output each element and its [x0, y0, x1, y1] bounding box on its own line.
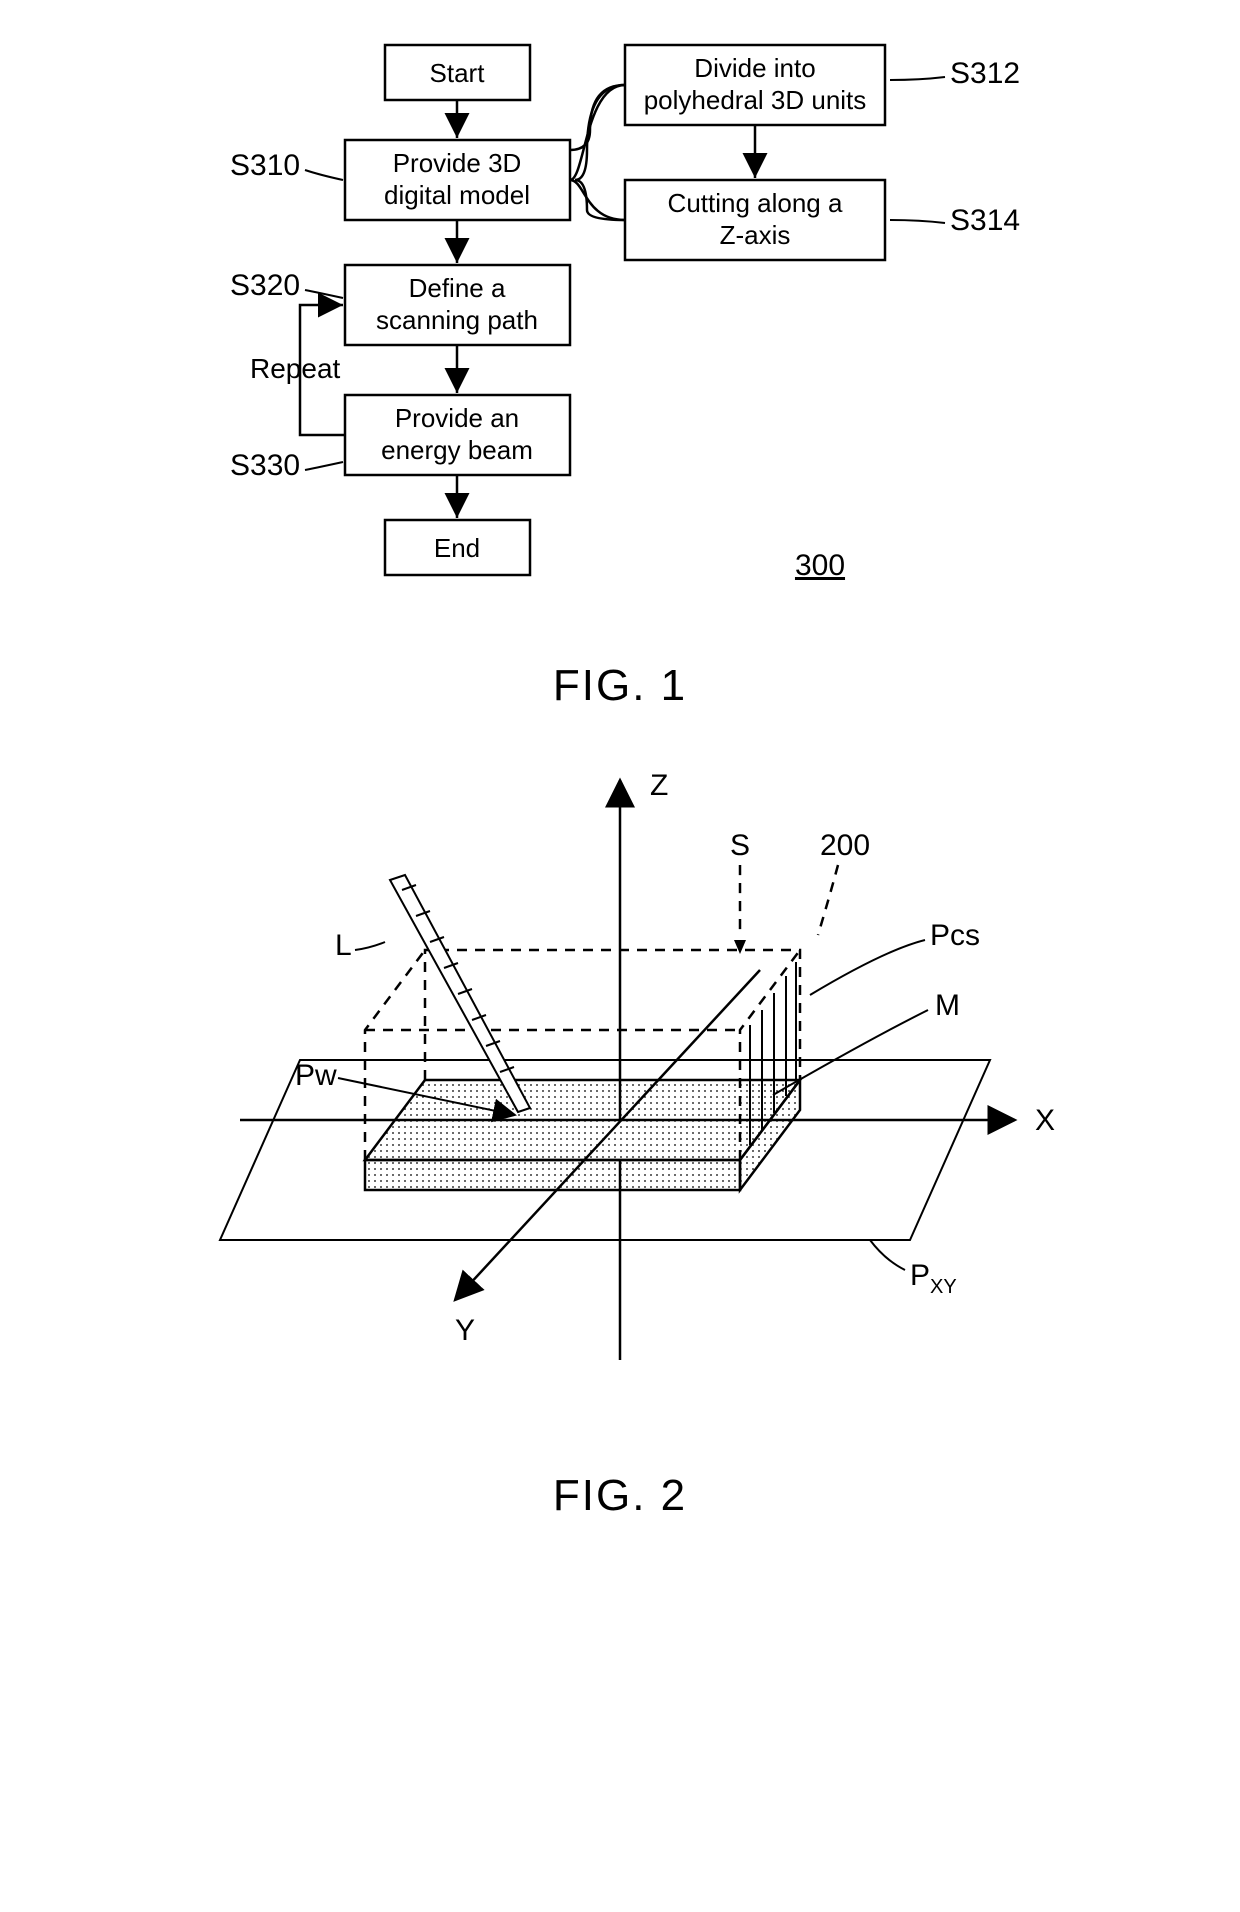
box-s314: Cutting along a Z-axis	[625, 180, 885, 260]
label-Pxy: PXY	[910, 1259, 957, 1298]
label-s310: S310	[230, 149, 300, 182]
repeat-label: Repeat	[250, 353, 341, 384]
box-s330: Provide an energy beam	[345, 395, 570, 475]
fig1-caption: FIG. 1	[553, 661, 687, 710]
z-label: Z	[650, 769, 668, 802]
slab-top	[365, 1080, 800, 1160]
brace-upper	[575, 85, 625, 180]
leader-s310	[305, 170, 343, 180]
leader-s320	[305, 290, 343, 298]
box-s312-line1: Divide into	[694, 53, 815, 83]
box-s310-line1: Provide 3D	[393, 148, 522, 178]
box-s320-line2: scanning path	[376, 305, 538, 335]
label-200: 200	[820, 829, 870, 862]
box-s312-line2: polyhedral 3D units	[644, 85, 867, 115]
refnum-300: 300	[795, 549, 845, 582]
box-s310: Provide 3D digital model	[345, 140, 570, 220]
label-M: M	[935, 989, 960, 1022]
box-end-text: End	[434, 533, 480, 563]
laser-beam	[390, 875, 530, 1112]
leader-s330	[305, 462, 343, 470]
box-s314-line1: Cutting along a	[668, 188, 843, 218]
leader-200	[818, 865, 838, 935]
box-s330-line1: Provide an	[395, 403, 519, 433]
x-label: X	[1035, 1104, 1055, 1137]
fig2-svg: Z X Y L	[120, 740, 1120, 1560]
leader-Pcs	[810, 940, 925, 995]
label-s320: S320	[230, 269, 300, 302]
leader-Pxy	[870, 1240, 905, 1270]
box-start: Start	[385, 45, 530, 100]
slab-front	[365, 1160, 740, 1190]
fig2-caption: FIG. 2	[553, 1471, 687, 1520]
fig1-svg: Start Provide 3D digital model Define a …	[120, 20, 1120, 740]
label-s330: S330	[230, 449, 300, 482]
svg-text:PXY: PXY	[910, 1259, 957, 1298]
leader-S-arrowhead	[734, 940, 746, 954]
box-s312: Divide into polyhedral 3D units	[625, 45, 885, 125]
y-label: Y	[455, 1314, 475, 1347]
leader-s314	[890, 220, 945, 223]
box-s320-line1: Define a	[409, 273, 506, 303]
label-Pw: Pw	[295, 1059, 337, 1092]
box-s330-line2: energy beam	[381, 435, 533, 465]
box-s320: Define a scanning path	[345, 265, 570, 345]
box-s314-line2: Z-axis	[720, 220, 791, 250]
label-L: L	[335, 929, 352, 962]
box-s310-line2: digital model	[384, 180, 530, 210]
label-S: S	[730, 829, 750, 862]
leader-s312	[890, 77, 945, 80]
brace-top	[570, 85, 625, 150]
box-end: End	[385, 520, 530, 575]
leader-L	[355, 942, 385, 950]
brace	[570, 85, 625, 220]
label-Pcs: Pcs	[930, 919, 980, 952]
label-s314: S314	[950, 204, 1020, 237]
box-start-text: Start	[430, 58, 486, 88]
label-s312: S312	[950, 57, 1020, 90]
